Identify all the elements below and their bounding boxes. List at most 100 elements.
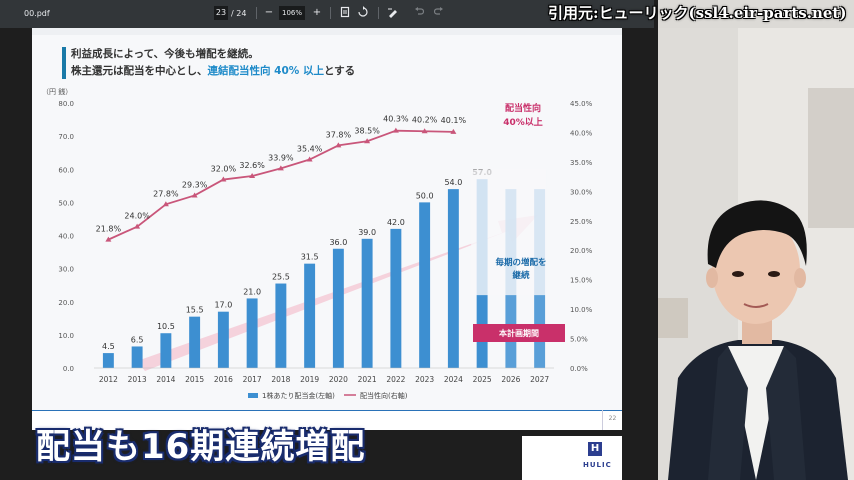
annotate-icon[interactable]	[386, 6, 400, 23]
y-left-tick: 20.0	[58, 299, 74, 307]
x-tick: 2018	[271, 375, 290, 384]
logo-strip: H HULIC	[522, 436, 622, 480]
x-tick: 2021	[358, 375, 377, 384]
dividend-label: 15.5	[186, 306, 204, 315]
y-left-tick: 10.0	[58, 332, 74, 340]
payout-marker	[249, 173, 256, 179]
legend-bar-label: 1株あたり配当金(左軸)	[262, 391, 335, 400]
webcam-feed	[658, 28, 854, 480]
y-left-tick: 80.0	[58, 100, 74, 108]
y-right-tick: 35.0%	[570, 159, 593, 167]
fit-page-icon[interactable]	[338, 6, 352, 23]
y-right-tick: 40.0%	[570, 129, 593, 137]
x-tick: 2015	[185, 375, 204, 384]
page-total: / 24	[231, 9, 247, 18]
x-tick: 2026	[501, 375, 520, 384]
dividend-label: 10.5	[157, 322, 175, 331]
forecast-fade	[471, 169, 547, 296]
payout-label: 29.3%	[182, 180, 208, 189]
payout-label: 32.6%	[239, 161, 265, 170]
payout-marker	[392, 127, 399, 133]
payout-marker	[335, 142, 342, 148]
dividend-bar	[361, 238, 373, 368]
payout-marker	[364, 138, 371, 144]
rotate-icon[interactable]	[356, 6, 370, 23]
payout-label: 33.9%	[268, 153, 294, 162]
slide-footer	[32, 410, 622, 430]
dividend-label: 39.0	[358, 228, 376, 237]
x-tick: 2013	[128, 375, 147, 384]
legend-line-label: 配当性向(右軸)	[360, 391, 408, 400]
toolbar-divider	[330, 7, 331, 19]
dividend-bar	[332, 248, 344, 368]
heading-line2-part-b: とする	[323, 65, 356, 77]
slide-heading-line1: 利益成長によって、今後も増配を継続。	[71, 48, 259, 60]
payout-marker	[191, 192, 198, 198]
heading-accent-bar	[62, 47, 66, 79]
slide-page-number: 22	[602, 410, 622, 430]
y-right-tick: 30.0%	[570, 188, 593, 196]
dividend-label: 17.0	[214, 301, 232, 310]
zoom-level-input[interactable]: 106%	[279, 6, 305, 20]
dividend-label: 6.5	[131, 335, 144, 344]
plan-period-label: 本計画期間	[498, 328, 539, 338]
dividend-bar	[447, 189, 459, 368]
x-tick: 2017	[243, 375, 262, 384]
dividend-bar	[131, 346, 143, 368]
y-right-tick: 10.0%	[570, 306, 593, 314]
y-left-tick: 60.0	[58, 166, 74, 174]
x-tick: 2022	[386, 375, 405, 384]
payout-label: 27.8%	[153, 189, 179, 198]
page-number-input[interactable]: 23	[214, 6, 228, 20]
undo-icon[interactable]	[412, 6, 426, 21]
heading-highlight: 連結配当性向 40% 以上	[207, 65, 324, 77]
zoom-in-button[interactable]: +	[312, 7, 322, 18]
dividend-label: 36.0	[329, 238, 347, 247]
dividend-label: 50.0	[416, 191, 434, 200]
y-left-tick: 0.0	[63, 365, 74, 373]
heading-line2-part-a: 株主還元は配当を中心とし、	[71, 65, 208, 77]
continue-increase-line1: 毎期の増配を	[495, 257, 546, 268]
x-tick: 2027	[530, 375, 549, 384]
y-right-tick: 5.0%	[570, 336, 588, 344]
dividend-bar	[419, 202, 431, 368]
legend-bar-swatch	[248, 393, 258, 398]
dividend-label: 31.5	[301, 253, 319, 262]
x-tick: 2020	[329, 375, 348, 384]
y-right-tick: 45.0%	[570, 100, 593, 108]
x-tick: 2025	[473, 375, 492, 384]
payout-marker	[277, 165, 284, 171]
hulic-logo-mark: H	[588, 442, 602, 456]
payout-label: 37.8%	[326, 130, 352, 139]
dividend-label: 21.0	[243, 287, 261, 296]
redo-icon[interactable]	[432, 6, 446, 21]
y-left-tick: 70.0	[58, 133, 74, 141]
payout-marker	[450, 128, 457, 134]
payout-label: 38.5%	[354, 126, 380, 135]
hulic-logo-text: HULIC	[583, 461, 612, 469]
plan-period-box	[473, 324, 565, 342]
payout-marker	[134, 223, 141, 229]
toolbar-divider	[256, 7, 257, 19]
payout-label: 40.3%	[383, 115, 409, 124]
payout-label: 24.0%	[124, 212, 150, 221]
pdf-page: 利益成長によって、今後も増配を継続。 株主還元は配当を中心とし、連結配当性向 4…	[32, 28, 622, 430]
dividend-label: 42.0	[387, 218, 405, 227]
x-tick: 2024	[444, 375, 463, 384]
toolbar-divider	[378, 7, 379, 19]
dividend-bar	[160, 333, 172, 368]
file-name: 00.pdf	[24, 9, 50, 18]
dividend-bar	[102, 353, 114, 368]
dividend-bar	[390, 228, 402, 368]
dividend-bar	[275, 283, 287, 368]
dividend-bar	[217, 311, 229, 368]
y-right-tick: 25.0%	[570, 218, 593, 226]
payout-marker	[220, 176, 227, 182]
dividend-bar	[304, 263, 316, 368]
dividend-label: 25.5	[272, 273, 290, 282]
zoom-out-button[interactable]: −	[264, 7, 274, 18]
slide-top-band	[32, 28, 622, 35]
x-tick: 2014	[156, 375, 175, 384]
x-tick: 2016	[214, 375, 233, 384]
